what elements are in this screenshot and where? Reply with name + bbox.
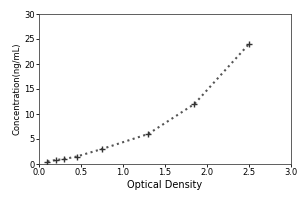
X-axis label: Optical Density: Optical Density <box>128 180 202 190</box>
Y-axis label: Concentration(ng/mL): Concentration(ng/mL) <box>12 43 21 135</box>
